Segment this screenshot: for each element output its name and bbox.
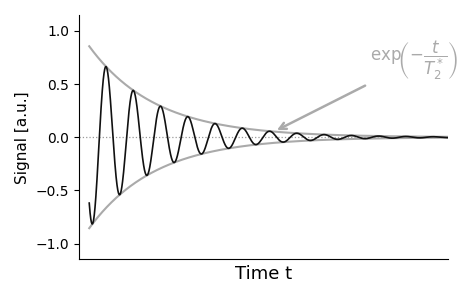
X-axis label: Time t: Time t [235, 265, 292, 283]
Y-axis label: Signal [a.u.]: Signal [a.u.] [15, 91, 30, 184]
Text: $\mathrm{exp}\!\left(-\dfrac{t}{T_2^*}\right)$: $\mathrm{exp}\!\left(-\dfrac{t}{T_2^*}\r… [280, 39, 459, 129]
